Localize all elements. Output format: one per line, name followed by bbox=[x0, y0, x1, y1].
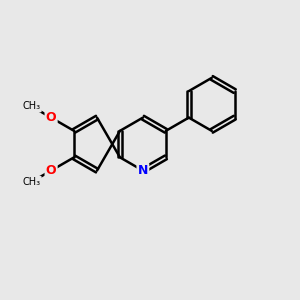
Text: CH₃: CH₃ bbox=[22, 177, 41, 187]
Text: O: O bbox=[46, 164, 56, 177]
Text: O: O bbox=[46, 111, 56, 124]
Text: CH₃: CH₃ bbox=[22, 101, 41, 111]
Text: N: N bbox=[138, 164, 148, 177]
